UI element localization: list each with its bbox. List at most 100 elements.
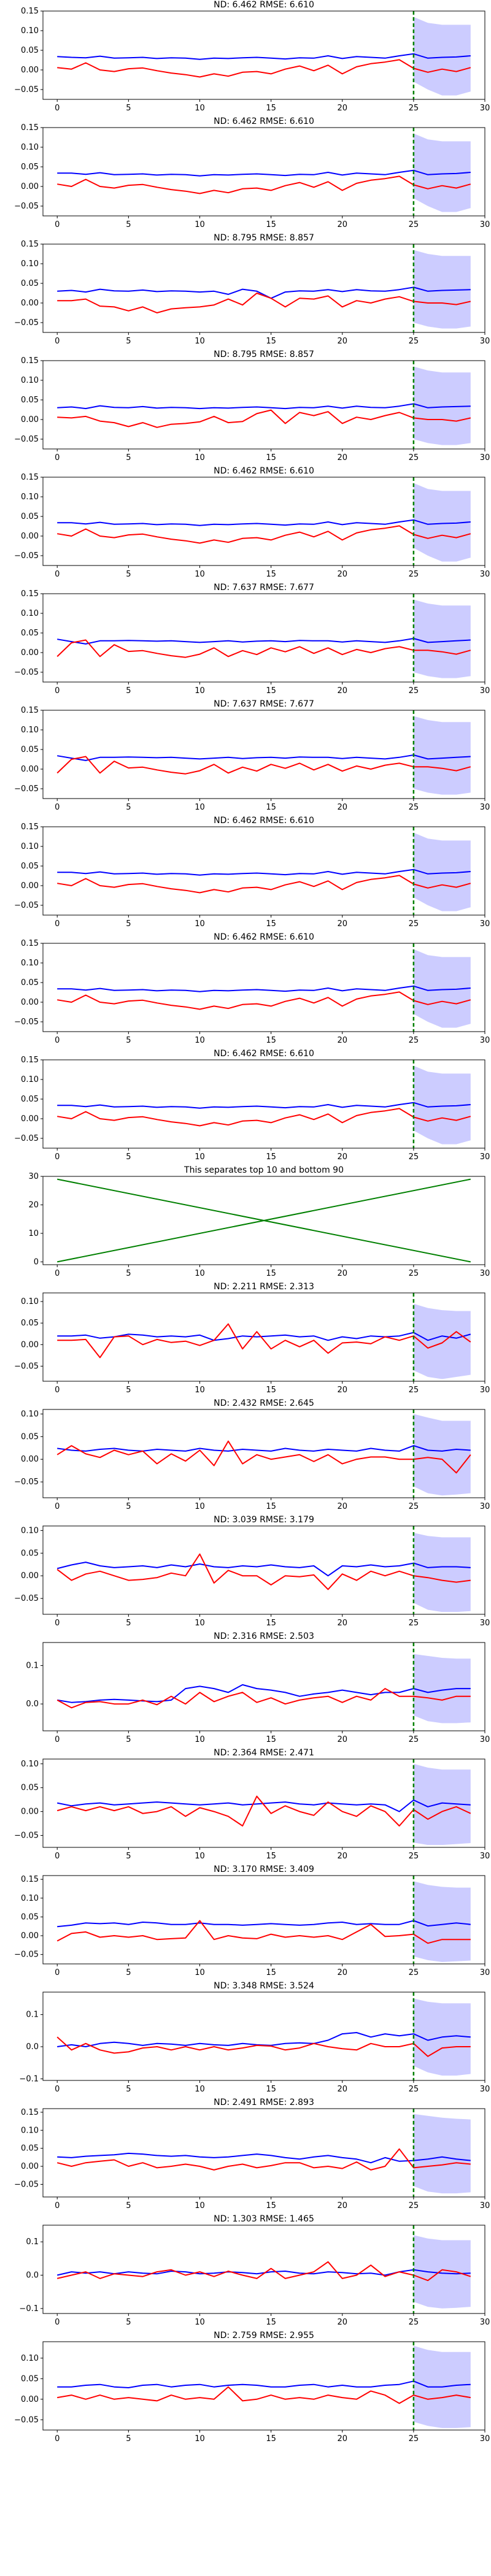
axes-frame: [42, 1409, 485, 1498]
x-tick-label: 15: [266, 1735, 276, 1744]
chart-svg: ND: 2.211 RMSE: 2.313 0 5 10 15 20 25 30 −0.05 0.…: [14, 1282, 490, 1395]
y-tick-label: −0.05: [14, 2415, 39, 2425]
x-tick-label: 0: [55, 1852, 60, 1861]
chart-title: ND: 6.462 RMSE: 6.610: [214, 1049, 314, 1059]
x-tick-label: 10: [195, 1735, 205, 1744]
y-tick-label: −0.05: [14, 668, 39, 677]
y-tick-label: 0.0: [26, 2042, 39, 2052]
y-tick-label: −0.05: [14, 1362, 39, 1371]
chart-title: ND: 8.795 RMSE: 8.857: [214, 350, 314, 359]
x-tick-label: 5: [126, 1619, 131, 1628]
series-line-1: [57, 1920, 471, 1928]
chart-panel: ND: 3.348 RMSE: 3.524 0 5 10 15 20 25 30 −0.1 0.0…: [0, 1981, 491, 2098]
chart-svg: ND: 6.462 RMSE: 6.610 0 5 10 15 20 25 30 −0.05 0.…: [14, 466, 490, 579]
x-tick-label: 30: [480, 1852, 490, 1861]
y-tick-label: 0.00: [21, 182, 39, 191]
forecast-band: [413, 1414, 471, 1496]
series-line-2: [57, 525, 471, 544]
x-tick-label: 20: [337, 337, 347, 346]
series-line-1: [57, 1799, 471, 1812]
x-tick-label: 5: [126, 220, 131, 229]
x-tick-label: 10: [195, 2201, 205, 2210]
x-tick-label: 0: [55, 2201, 60, 2210]
forecast-band: [413, 133, 471, 212]
chart-svg: ND: 6.462 RMSE: 6.610 0 5 10 15 20 25 30 −0.05 0.…: [14, 932, 490, 1045]
series-line-2: [56, 2261, 471, 2282]
series-line-1: [57, 638, 471, 645]
series-line-2: [56, 1440, 471, 1474]
chart-panel: ND: 2.316 RMSE: 2.503 0 5 10 15 20 25 30 0.0 0.1: [0, 1631, 491, 1748]
x-tick-label: 10: [195, 1619, 205, 1628]
series-line-2: [56, 2036, 471, 2057]
series-line-1: [57, 2032, 471, 2047]
chart-svg: ND: 6.462 RMSE: 6.610 0 5 10 15 20 25 30 −0.05 0.…: [14, 816, 490, 929]
x-tick-label: 10: [195, 2085, 205, 2094]
x-tick-label: 30: [480, 1152, 490, 1162]
y-tick-label: 0.00: [21, 415, 39, 424]
y-tick-label: 0.10: [21, 376, 39, 385]
y-tick-label: 0.15: [21, 240, 39, 249]
chart-svg: ND: 2.759 RMSE: 2.955 0 5 10 15 20 25 30 −0.05 0.…: [14, 2331, 490, 2444]
x-tick-label: 5: [126, 686, 131, 696]
y-tick-label: −0.05: [14, 1950, 39, 1960]
forecast-band: [413, 716, 471, 795]
x-tick-label: 15: [266, 104, 276, 113]
forecast-band: [413, 366, 471, 445]
x-tick-label: 20: [337, 570, 347, 579]
x-tick-label: 5: [126, 2201, 131, 2210]
chart-panel: ND: 7.637 RMSE: 7.677 0 5 10 15 20 25 30 −0.05 0.…: [0, 699, 491, 816]
x-tick-label: 15: [266, 803, 276, 812]
x-tick-label: 0: [55, 1619, 60, 1628]
y-tick-label: 0.10: [21, 609, 39, 618]
y-tick-label: −0.05: [14, 318, 39, 328]
series-line-1: [57, 1332, 471, 1341]
x-tick-label: 30: [480, 1735, 490, 1744]
series-line-2: [57, 1323, 471, 1359]
x-tick-label: 15: [266, 1619, 276, 1628]
chart-title: ND: 2.364 RMSE: 2.471: [214, 1748, 314, 1758]
chart-panel: ND: 2.491 RMSE: 2.893 0 5 10 15 20 25 30 −0.05 0.…: [0, 2098, 491, 2214]
chart-title: ND: 2.211 RMSE: 2.313: [214, 1282, 314, 1292]
forecast-band: [413, 2114, 471, 2194]
y-tick-label: 0.15: [21, 939, 39, 948]
forecast-band: [413, 17, 471, 96]
x-tick-label: 20: [337, 2201, 347, 2210]
y-tick-label: 0.05: [21, 1912, 39, 1922]
y-tick-label: 0.15: [21, 2108, 39, 2117]
chart-title: ND: 6.462 RMSE: 6.610: [214, 816, 314, 826]
y-tick-label: 0.10: [21, 959, 39, 968]
chart-svg: ND: 2.432 RMSE: 2.645 0 5 10 15 20 25 30 −0.05 0.…: [14, 1398, 490, 1511]
x-tick-label: 30: [480, 1036, 490, 1045]
y-tick-label: 0.05: [21, 2144, 39, 2153]
y-tick-label: 0.05: [21, 978, 39, 987]
axes-frame: [42, 1758, 485, 1848]
chart-panel: This separates top 10 and bottom 90 0 5 10 1…: [0, 1165, 491, 1282]
y-tick-label: −0.1: [19, 2304, 39, 2313]
chart-panel: ND: 6.462 RMSE: 6.610 0 5 10 15 20 25 30 −0.05 0.…: [0, 466, 491, 583]
chart-title: ND: 8.795 RMSE: 8.857: [214, 233, 314, 243]
y-tick-label: 0.10: [21, 1526, 39, 1535]
x-tick-label: 25: [409, 919, 419, 929]
x-tick-label: 15: [266, 220, 276, 229]
x-tick-label: 5: [126, 570, 131, 579]
x-tick-label: 0: [55, 1502, 60, 1511]
chart-title: ND: 2.432 RMSE: 2.645: [214, 1398, 314, 1408]
chart-svg: ND: 3.348 RMSE: 3.524 0 5 10 15 20 25 30 −0.1 0.0…: [19, 1981, 490, 2094]
x-tick-label: 30: [480, 2434, 490, 2444]
x-tick-label: 5: [126, 1036, 131, 1045]
x-tick-label: 5: [126, 453, 131, 462]
axes-frame: [42, 127, 485, 217]
x-tick-label: 20: [337, 1619, 347, 1628]
y-tick-label: 0.05: [21, 862, 39, 871]
axes-frame: [42, 593, 485, 683]
y-tick-label: 0.05: [21, 46, 39, 55]
x-tick-label: 10: [195, 1968, 205, 1977]
x-tick-label: 0: [55, 337, 60, 346]
x-tick-label: 15: [266, 2318, 276, 2327]
y-tick-label: 0.00: [21, 648, 39, 657]
y-tick-label: 0.05: [21, 1432, 39, 1441]
x-tick-label: 20: [337, 1968, 347, 1977]
x-tick-label: 25: [409, 1036, 419, 1045]
forecast-band: [413, 1303, 471, 1379]
y-tick-label: 0.15: [21, 706, 39, 715]
